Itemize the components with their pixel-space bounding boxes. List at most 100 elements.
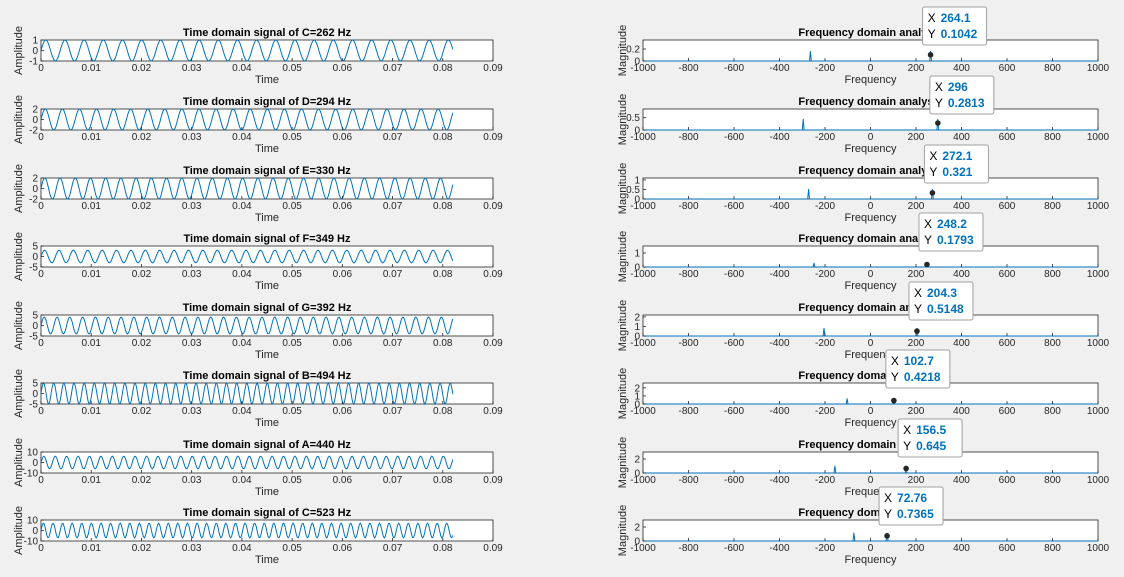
y-tick-label: 1 (634, 391, 640, 402)
x-tick-label: 800 (1044, 338, 1061, 349)
axes-box (40, 39, 494, 62)
datatip-x-value: 156.5 (916, 423, 946, 437)
x-axis-label: Frequency (845, 554, 897, 566)
x-tick-label: -400 (769, 201, 789, 212)
datatip[interactable]: X 296 Y 0.2813 (929, 75, 995, 126)
x-tick-label: 600 (999, 269, 1016, 280)
datatip[interactable]: X 204.3 Y 0.5148 (908, 281, 974, 334)
y-tick-label: 2 (32, 174, 38, 185)
x-tick-label: 0.03 (182, 132, 202, 143)
x-tick-label: 0.03 (182, 63, 202, 74)
x-tick-label: -600 (724, 475, 744, 486)
x-axis-label: Frequency (845, 280, 897, 292)
plot-title: Time domain signal of G=392 Hz (183, 302, 352, 314)
x-tick-label: -400 (769, 132, 789, 143)
y-tick-label: 0 (634, 195, 640, 206)
x-tick-label: 0.04 (232, 269, 252, 280)
x-tick-label: 0.01 (81, 132, 101, 143)
x-tick-label: 0 (38, 269, 44, 280)
x-tick-label: 0.03 (182, 475, 202, 486)
plot-title: Frequency domain analysis (798, 302, 942, 314)
x-tick-label: 400 (953, 132, 970, 143)
x-tick-label: 0.01 (81, 201, 101, 212)
signal-line (40, 455, 454, 470)
y-tick-label: -10 (24, 537, 39, 548)
x-tick-label: 0.02 (132, 475, 152, 486)
datatip-marker (924, 261, 930, 268)
datatip-x-key: X (914, 286, 922, 300)
x-tick-label: -200 (815, 338, 835, 349)
y-tick-label: 0.5 (626, 185, 640, 196)
x-tick-label: -1000 (630, 475, 656, 486)
x-tick-label: 1000 (1087, 543, 1110, 554)
x-tick-label: 0.07 (383, 543, 403, 554)
signal-line (40, 316, 454, 335)
y-tick-label: 0.2 (626, 45, 640, 56)
datatip[interactable]: X 264.1 Y 0.1042 (922, 6, 988, 58)
x-tick-label: 0 (868, 338, 874, 349)
datatip[interactable]: X 248.2 Y 0.1793 (918, 212, 984, 268)
x-tick-label: 0 (38, 406, 44, 417)
datatip[interactable]: X 156.5 Y 0.645 (897, 418, 963, 472)
x-tick-label: 800 (1044, 269, 1061, 280)
y-axis-label: Magnitude (617, 505, 629, 556)
x-tick-label: 0.07 (383, 201, 403, 212)
y-axis-label: Magnitude (617, 94, 629, 145)
x-tick-label: 0.06 (333, 201, 353, 212)
y-axis-label: Amplitude (13, 232, 25, 281)
y-tick-label: 1 (634, 175, 640, 186)
time-plot-3: 0 0.01 0.02 0.03 0.04 0.05 0.06 0.07 0.08 0.0920-… (13, 164, 503, 224)
x-tick-label: 1000 (1087, 201, 1110, 212)
time-plot-2: 0 0.01 0.02 0.03 0.04 0.05 0.06 0.07 0.08 0.0920-… (13, 95, 503, 155)
datatip[interactable]: X 272.1 Y 0.321 (923, 144, 989, 196)
x-tick-label: 0.09 (483, 63, 503, 74)
datatip-y-key: Y (914, 302, 922, 316)
y-axis-label: Magnitude (617, 231, 629, 282)
y-tick-label: 2 (634, 523, 640, 534)
time-plot-7: 0 0.01 0.02 0.03 0.04 0.05 0.06 0.07 0.08 0.09100… (13, 438, 503, 498)
freq-plot-4: -1000 -800 -600 -400 -200 0 200 400 600 800 1000 1 0… (617, 212, 1110, 292)
x-tick-label: 1000 (1087, 406, 1110, 417)
plot-title: Time domain signal of A=440 Hz (183, 439, 351, 451)
x-tick-label: 0.09 (483, 269, 503, 280)
x-tick-label: 0.04 (232, 475, 252, 486)
datatip-x-key: X (924, 217, 932, 231)
datatip-box (923, 144, 989, 184)
x-tick-label: 0.05 (282, 201, 302, 212)
x-tick-label: -800 (678, 132, 698, 143)
x-tick-label: 0.02 (132, 132, 152, 143)
y-axis-label: Magnitude (617, 25, 629, 76)
time-plot-6: 0 0.01 0.02 0.03 0.04 0.05 0.06 0.07 0.08 0.0950-… (13, 369, 503, 429)
x-tick-label: 0.04 (232, 543, 252, 554)
datatip-y-value: 0.1042 (941, 27, 978, 41)
datatip-x-key: X (935, 80, 943, 94)
x-tick-label: 0.06 (333, 63, 353, 74)
x-tick-label: 0.05 (282, 132, 302, 143)
x-tick-label: 1000 (1087, 338, 1110, 349)
x-tick-label: 0.05 (282, 543, 302, 554)
x-tick-label: 400 (953, 269, 970, 280)
x-axis-label: Time (255, 74, 279, 86)
datatip-marker (884, 533, 890, 539)
time-plot-4: 0 0.01 0.02 0.03 0.04 0.05 0.06 0.07 0.08 0.0950-… (13, 232, 503, 292)
x-tick-label: 0.05 (282, 269, 302, 280)
x-tick-label: 0 (38, 201, 44, 212)
signal-line (40, 522, 454, 539)
x-tick-label: 0.05 (282, 338, 302, 349)
x-axis-label: Frequency (845, 212, 897, 224)
x-tick-label: 0.01 (81, 543, 101, 554)
x-tick-label: 0.01 (81, 269, 101, 280)
datatip-y-value: 0.4218 (904, 370, 941, 384)
plot-title: Time domain signal of C=523 Hz (183, 507, 352, 519)
datatip[interactable]: X 72.76 Y 0.7365 (878, 486, 944, 539)
x-tick-label: -600 (724, 406, 744, 417)
x-tick-label: 200 (908, 269, 925, 280)
x-tick-label: -200 (815, 269, 835, 280)
x-tick-label: 0.09 (483, 338, 503, 349)
datatip-y-key: Y (924, 233, 932, 247)
x-tick-label: 400 (953, 63, 970, 74)
x-tick-label: -1000 (630, 406, 656, 417)
datatip[interactable]: X 102.7 Y 0.4218 (885, 349, 951, 404)
datatip-y-value: 0.645 (916, 439, 946, 453)
plot-title: Time domain signal of B=494 Hz (183, 370, 352, 382)
